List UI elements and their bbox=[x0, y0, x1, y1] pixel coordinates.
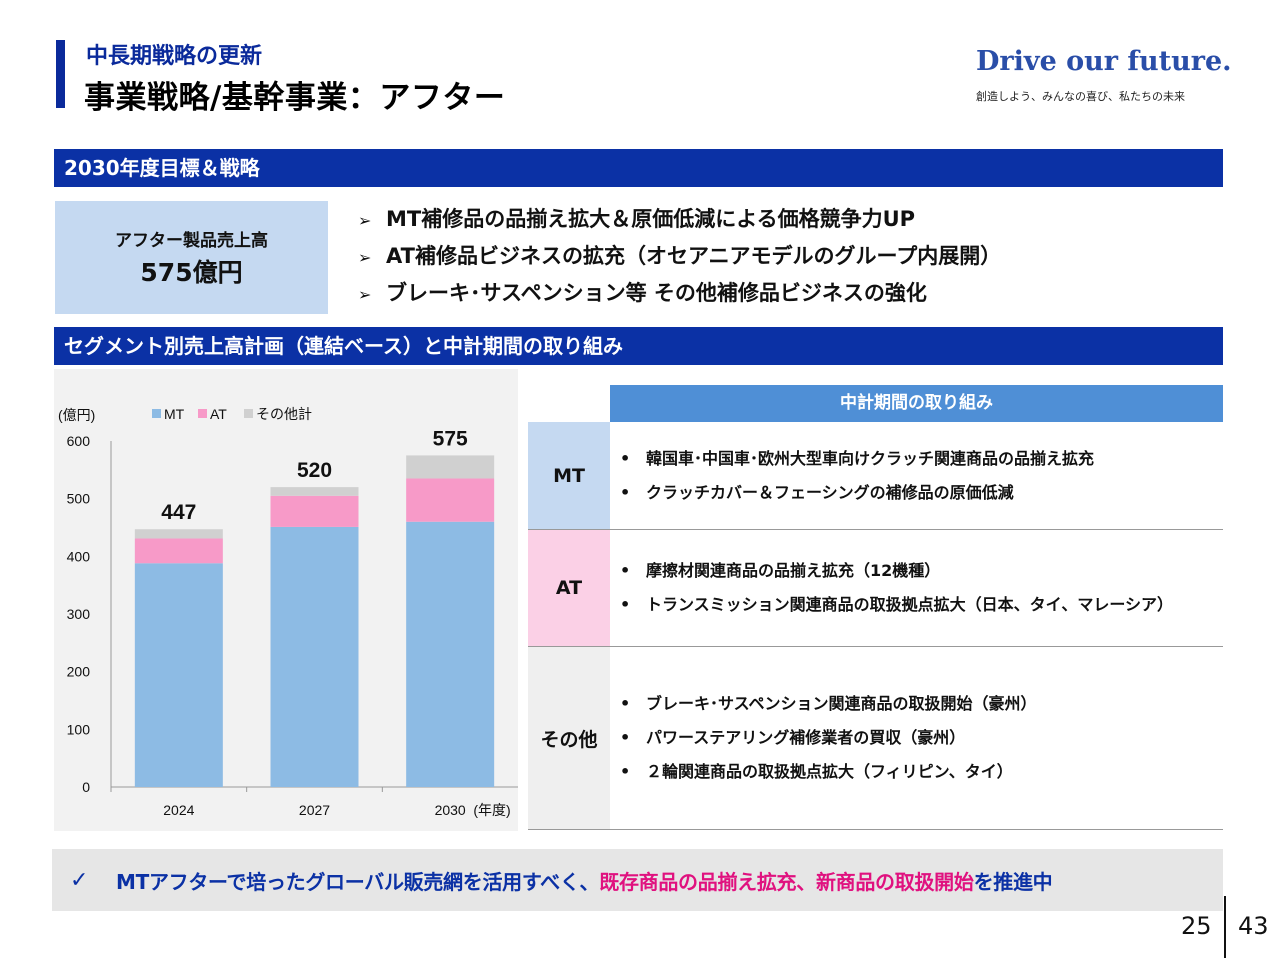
section-header-segments: セグメント別売上高計画（連結ベース）と中計期間の取り組み bbox=[54, 327, 1223, 365]
strategy-item: ➢ MT補修品の品揃え拡大＆原価低減による価格競争力UP bbox=[358, 203, 1001, 240]
bar-segment-AT bbox=[406, 478, 495, 522]
strategy-text: ブレーキ･サスペンション等 その他補修品ビジネスの強化 bbox=[386, 281, 927, 305]
page-subtitle: 中長期戦略の更新 bbox=[86, 44, 263, 69]
page-number-total: 43 bbox=[1238, 912, 1269, 940]
page-number-current: 25 bbox=[1181, 912, 1212, 940]
bar-segment-AT bbox=[134, 538, 223, 564]
y-axis-unit-label: (億円) bbox=[58, 407, 95, 423]
initiatives-table: 中計期間の取り組み MT 韓国車･中国車･欧州大型車向けクラッチ関連商品の品揃え… bbox=[528, 385, 1223, 830]
arrow-right-icon: ➢ bbox=[358, 211, 372, 230]
bar-segment-その他計 bbox=[134, 529, 223, 539]
summary-text-part: を推進中 bbox=[973, 869, 1053, 894]
arrow-right-icon: ➢ bbox=[358, 285, 372, 304]
segment-label: その他 bbox=[528, 647, 610, 829]
brand-logo-text: Drive our future. bbox=[976, 46, 1232, 77]
checkmark-icon: ✓ bbox=[70, 867, 89, 893]
initiative-item: 摩擦材関連商品の品揃え拡充（12機種） bbox=[620, 554, 1173, 588]
initiatives-header: 中計期間の取り組み bbox=[610, 385, 1223, 422]
strategy-list: ➢ MT補修品の品揃え拡大＆原価低減による価格競争力UP ➢ AT補修品ビジネスの拡… bbox=[358, 203, 1001, 314]
brand-tagline: 創造しよう、みんなの喜び、私たちの未来 bbox=[976, 90, 1185, 103]
y-tick-label: 400 bbox=[67, 548, 91, 564]
initiative-item: ブレーキ･サスペンション関連商品の取扱開始（豪州） bbox=[620, 687, 1037, 721]
legend-swatch bbox=[244, 409, 253, 418]
bar-segment-MT bbox=[134, 563, 223, 787]
y-tick-label: 0 bbox=[82, 779, 90, 795]
summary-text-highlight: 既存商品の品揃え拡充、新商品の取扱開始 bbox=[599, 869, 974, 894]
initiative-item: ２輪関連商品の取扱拠点拡大（フィリピン、タイ） bbox=[620, 755, 1037, 789]
title-accent-bar bbox=[56, 40, 65, 108]
bar-segment-その他計 bbox=[406, 455, 495, 479]
strategy-text: MT補修品の品揃え拡大＆原価低減による価格競争力UP bbox=[386, 207, 916, 231]
bar-total-label: 447 bbox=[161, 501, 196, 524]
initiative-list: 韓国車･中国車･欧州大型車向けクラッチ関連商品の品揃え拡充 クラッチカバー＆フェ… bbox=[620, 422, 1094, 529]
strategy-item: ➢ AT補修品ビジネスの拡充（オセアニアモデルのグループ内展開） bbox=[358, 240, 1001, 277]
x-tick-label: 2030 bbox=[435, 802, 466, 818]
initiative-item: パワーステアリング補修業者の買収（豪州） bbox=[620, 721, 1037, 755]
target-value: 575億円 bbox=[140, 258, 243, 287]
initiative-list: ブレーキ･サスペンション関連商品の取扱開始（豪州） パワーステアリング補修業者の… bbox=[620, 647, 1037, 829]
initiative-item: トランスミッション関連商品の取扱拠点拡大（日本、タイ、マレーシア） bbox=[620, 588, 1173, 622]
legend-swatch bbox=[198, 409, 207, 418]
legend-label: MT bbox=[164, 406, 185, 422]
y-tick-label: 300 bbox=[67, 606, 91, 622]
bar-segment-その他計 bbox=[270, 487, 359, 496]
page-number-divider bbox=[1224, 896, 1226, 958]
segment-label: MT bbox=[528, 422, 610, 529]
strategy-text: AT補修品ビジネスの拡充（オセアニアモデルのグループ内展開） bbox=[386, 244, 1002, 268]
initiative-item: クラッチカバー＆フェーシングの補修品の原価低減 bbox=[620, 476, 1094, 510]
initiative-row-other: その他 ブレーキ･サスペンション関連商品の取扱開始（豪州） パワーステアリング補… bbox=[528, 647, 1223, 830]
bar-total-label: 520 bbox=[297, 459, 332, 482]
summary-text-part: MTアフターで培ったグローバル販売網を活用すべく、 bbox=[116, 869, 600, 894]
initiative-list: 摩擦材関連商品の品揃え拡充（12機種） トランスミッション関連商品の取扱拠点拡大… bbox=[620, 530, 1173, 646]
bar-total-label: 575 bbox=[433, 427, 468, 450]
initiative-row-mt: MT 韓国車･中国車･欧州大型車向けクラッチ関連商品の品揃え拡充 クラッチカバー… bbox=[528, 422, 1223, 530]
strategy-item: ➢ ブレーキ･サスペンション等 その他補修品ビジネスの強化 bbox=[358, 277, 1001, 314]
y-tick-label: 200 bbox=[67, 664, 91, 680]
segment-label: AT bbox=[528, 530, 610, 646]
target-label: アフター製品売上高 bbox=[115, 231, 268, 251]
sales-target-box: アフター製品売上高 575億円 bbox=[55, 201, 328, 314]
x-tick-label: 2027 bbox=[299, 802, 330, 818]
bar-segment-MT bbox=[270, 526, 359, 787]
x-tick-label: 2024 bbox=[163, 802, 194, 818]
bar-segment-AT bbox=[270, 495, 359, 527]
section-header-targets: 2030年度目標＆戦略 bbox=[54, 149, 1223, 187]
bar-segment-MT bbox=[406, 521, 495, 787]
legend-label: その他計 bbox=[256, 406, 312, 422]
y-tick-label: 100 bbox=[67, 721, 91, 737]
stacked-bar-chart: (億円) MT AT その他計 0 100 200 300 400 500 600 447 2024 52… bbox=[58, 406, 518, 818]
legend-swatch bbox=[152, 409, 161, 418]
initiative-item: 韓国車･中国車･欧州大型車向けクラッチ関連商品の品揃え拡充 bbox=[620, 442, 1094, 476]
y-tick-label: 600 bbox=[67, 433, 91, 449]
page-title: 事業戦略/基幹事業：アフター bbox=[84, 80, 506, 116]
legend-label: AT bbox=[210, 406, 227, 422]
y-tick-label: 500 bbox=[67, 491, 91, 507]
arrow-right-icon: ➢ bbox=[358, 248, 372, 267]
x-axis-unit-label: (年度) bbox=[473, 802, 510, 818]
summary-banner: ✓ MTアフターで培ったグローバル販売網を活用すべく、既存商品の品揃え拡充、新商… bbox=[52, 849, 1223, 911]
segment-sales-chart: (億円) MT AT その他計 0 100 200 300 400 500 600 447 2024 52… bbox=[54, 369, 518, 831]
summary-text: MTアフターで培ったグローバル販売網を活用すべく、既存商品の品揃え拡充、新商品の… bbox=[116, 866, 1053, 895]
initiative-row-at: AT 摩擦材関連商品の品揃え拡充（12機種） トランスミッション関連商品の取扱拠… bbox=[528, 530, 1223, 647]
